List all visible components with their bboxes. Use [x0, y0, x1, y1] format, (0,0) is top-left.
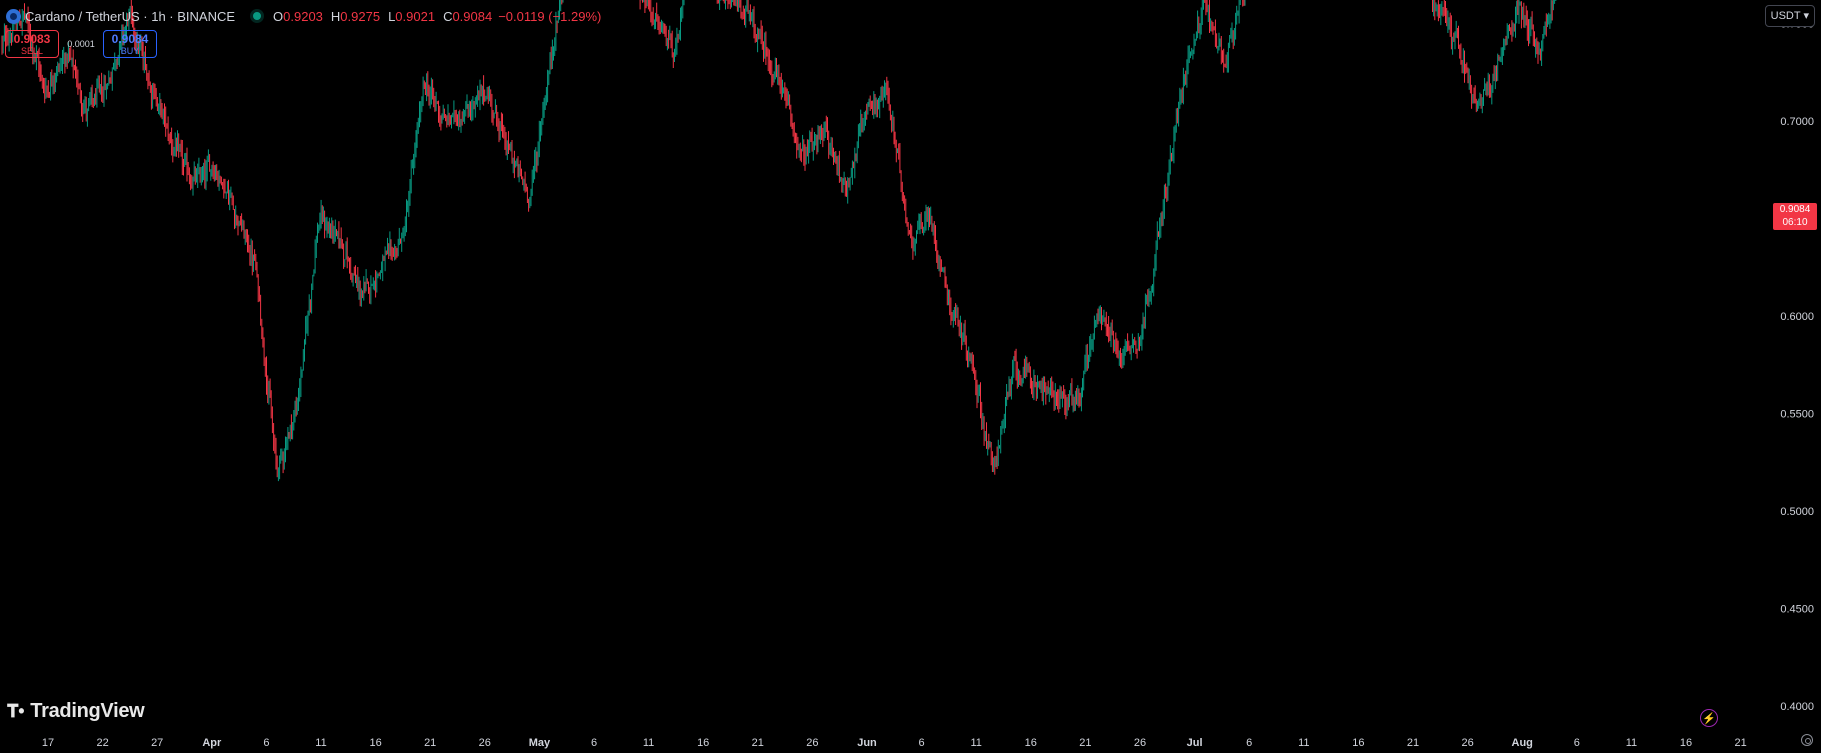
chevron-down-icon: ▾ — [1803, 10, 1809, 22]
currency-label: USDT — [1770, 10, 1801, 22]
open-label: O — [273, 8, 284, 24]
x-tick-label: 26 — [806, 737, 818, 749]
buy-label: BUY — [120, 46, 140, 56]
gear-icon[interactable] — [1801, 734, 1813, 746]
y-tick-label: 0.5000 — [1780, 506, 1814, 518]
x-tick-label: 11 — [315, 737, 326, 749]
x-tick-label: 21 — [1734, 737, 1746, 749]
x-tick-label: 26 — [1134, 737, 1146, 749]
x-tick-label: 6 — [591, 737, 597, 749]
change-value: −0.0119 (−1.29%) — [498, 8, 602, 24]
x-tick-label: 11 — [970, 737, 981, 749]
x-tick-label: 21 — [1407, 737, 1419, 749]
currency-button[interactable]: USDT ▾ — [1764, 5, 1815, 27]
close-label: C — [443, 8, 453, 24]
bar-countdown: 06:10 — [1782, 217, 1808, 228]
close-value: 0.9084 — [452, 8, 493, 24]
x-tick-label: Apr — [202, 737, 222, 749]
y-tick-label: 0.6000 — [1780, 311, 1814, 323]
y-tick-label: 0.4500 — [1780, 604, 1814, 616]
sell-button[interactable]: 0.9083 SELL — [5, 30, 59, 58]
x-tick-label: 17 — [42, 737, 54, 749]
x-tick-label: 11 — [643, 737, 654, 749]
last-price-value: 0.9084 — [1779, 204, 1811, 215]
x-tick-label: 16 — [1680, 737, 1692, 749]
last-price-tag: 0.9084 06:10 — [1773, 203, 1817, 230]
live-dot-icon — [253, 12, 262, 20]
x-tick-label: Aug — [1512, 737, 1533, 749]
y-tick-label: 0.4000 — [1780, 701, 1814, 713]
x-tick-label: 16 — [369, 737, 381, 749]
x-tick-label: 21 — [1079, 737, 1091, 749]
x-tick-label: Jul — [1187, 737, 1203, 749]
lightning-icon[interactable]: ⚡ — [1700, 709, 1718, 727]
x-tick-label: 21 — [424, 737, 436, 749]
x-tick-label: May — [529, 737, 551, 749]
x-tick-label: 11 — [1626, 737, 1637, 749]
x-tick-label: 16 — [1352, 737, 1364, 749]
x-tick-label: Jun — [857, 737, 877, 749]
symbol-legend: Cardano / TetherUS · 1h · BINANCE O 0.920… — [6, 6, 601, 26]
x-tick-label: 16 — [697, 737, 709, 749]
x-tick-label: 27 — [151, 737, 163, 749]
x-tick-label: 26 — [479, 737, 491, 749]
y-tick-label: 0.5500 — [1780, 409, 1814, 421]
low-value: 0.9021 — [395, 8, 436, 24]
sell-label: SELL — [20, 46, 44, 56]
buy-price: 0.9084 — [111, 32, 149, 46]
open-value: 0.9203 — [283, 8, 323, 24]
tradingview-logo[interactable]: 𝐓• TradingView — [7, 700, 145, 723]
x-tick-label: 6 — [919, 737, 925, 749]
x-tick-label: 16 — [1025, 737, 1037, 749]
high-label: H — [330, 8, 341, 24]
x-tick-label: 11 — [1298, 737, 1309, 749]
high-value: 0.9275 — [340, 8, 381, 24]
x-tick-label: 6 — [1574, 737, 1580, 749]
buy-button[interactable]: 0.9084 BUY — [103, 30, 157, 58]
y-tick-label: 0.7000 — [1780, 116, 1814, 128]
x-tick-label: 6 — [263, 737, 269, 749]
candles-group — [1, 0, 1557, 482]
x-tick-label: 22 — [96, 737, 108, 749]
quick-trade: 0.9083 SELL 0.0001 0.9084 BUY — [5, 30, 157, 58]
sell-price: 0.9083 — [13, 32, 51, 46]
symbol-title[interactable]: Cardano / TetherUS · 1h · BINANCE — [25, 8, 236, 24]
x-tick-label: 6 — [1246, 737, 1252, 749]
cardano-icon — [6, 8, 21, 24]
low-label: L — [388, 8, 396, 24]
tradingview-logo-icon: 𝐓• — [7, 701, 25, 721]
logo-text: TradingView — [30, 700, 145, 722]
spread-value: 0.0001 — [67, 39, 95, 49]
x-tick-label: 26 — [1461, 737, 1473, 749]
x-tick-label: 21 — [752, 737, 764, 749]
